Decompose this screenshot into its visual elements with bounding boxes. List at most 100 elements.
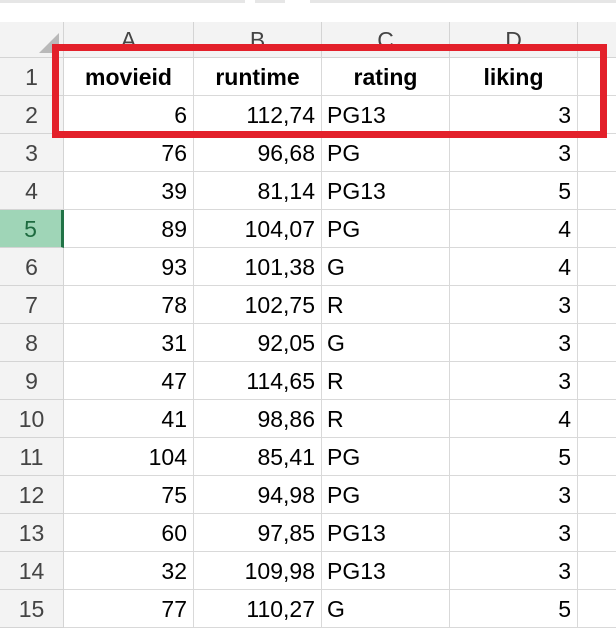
cell-A7[interactable]: 78 xyxy=(64,286,194,324)
row-header-15[interactable]: 15 xyxy=(0,590,64,628)
row-header-11[interactable]: 11 xyxy=(0,438,64,476)
cell-empty[interactable] xyxy=(578,514,616,552)
cell-A9[interactable]: 47 xyxy=(64,362,194,400)
cell-empty[interactable] xyxy=(578,590,616,628)
cell-empty[interactable] xyxy=(578,552,616,590)
cell-C3[interactable]: PG xyxy=(322,134,450,172)
column-header-B[interactable]: B xyxy=(194,22,322,58)
cell-B8[interactable]: 92,05 xyxy=(194,324,322,362)
cell-B13[interactable]: 97,85 xyxy=(194,514,322,552)
cell-C12[interactable]: PG xyxy=(322,476,450,514)
cell-B15[interactable]: 110,27 xyxy=(194,590,322,628)
row-header-3[interactable]: 3 xyxy=(0,134,64,172)
cell-D8[interactable]: 3 xyxy=(450,324,578,362)
cell-C8[interactable]: G xyxy=(322,324,450,362)
cell-D12[interactable]: 3 xyxy=(450,476,578,514)
row-header-13[interactable]: 13 xyxy=(0,514,64,552)
row-header-1[interactable]: 1 xyxy=(0,58,64,96)
cell-B12[interactable]: 94,98 xyxy=(194,476,322,514)
cell-A11[interactable]: 104 xyxy=(64,438,194,476)
cell-C5[interactable]: PG xyxy=(322,210,450,248)
cell-empty[interactable] xyxy=(578,134,616,172)
cell-D5[interactable]: 4 xyxy=(450,210,578,248)
cell-empty[interactable] xyxy=(578,210,616,248)
row-header-6[interactable]: 6 xyxy=(0,248,64,286)
cell-empty[interactable] xyxy=(578,248,616,286)
cell-empty[interactable] xyxy=(578,438,616,476)
cell-B6[interactable]: 101,38 xyxy=(194,248,322,286)
row-header-2[interactable]: 2 xyxy=(0,96,64,134)
cell-A12[interactable]: 75 xyxy=(64,476,194,514)
header-cell-rating[interactable]: rating xyxy=(322,58,450,96)
row-header-5[interactable]: 5 xyxy=(0,210,64,248)
cell-D10[interactable]: 4 xyxy=(450,400,578,438)
cell-empty[interactable] xyxy=(578,400,616,438)
cell-B10[interactable]: 98,86 xyxy=(194,400,322,438)
row-header-14[interactable]: 14 xyxy=(0,552,64,590)
column-header-D[interactable]: D xyxy=(450,22,578,58)
cell-D9[interactable]: 3 xyxy=(450,362,578,400)
cell-B2[interactable]: 112,74 xyxy=(194,96,322,134)
cell-C15[interactable]: G xyxy=(322,590,450,628)
cell-B7[interactable]: 102,75 xyxy=(194,286,322,324)
toolbar-segment xyxy=(255,0,285,3)
cell-C9[interactable]: R xyxy=(322,362,450,400)
cell-C13[interactable]: PG13 xyxy=(322,514,450,552)
cell-D11[interactable]: 5 xyxy=(450,438,578,476)
cell-D15[interactable]: 5 xyxy=(450,590,578,628)
cell-empty[interactable] xyxy=(578,324,616,362)
row-header-8[interactable]: 8 xyxy=(0,324,64,362)
cell-A6[interactable]: 93 xyxy=(64,248,194,286)
column-header-C[interactable]: C xyxy=(322,22,450,58)
row-header-7[interactable]: 7 xyxy=(0,286,64,324)
cell-B4[interactable]: 81,14 xyxy=(194,172,322,210)
cell-A10[interactable]: 41 xyxy=(64,400,194,438)
cell-C11[interactable]: PG xyxy=(322,438,450,476)
cell-C14[interactable]: PG13 xyxy=(322,552,450,590)
cell-A2[interactable]: 6 xyxy=(64,96,194,134)
select-all-corner[interactable] xyxy=(0,22,64,58)
select-all-triangle-icon xyxy=(39,33,59,53)
cell-C2[interactable]: PG13 xyxy=(322,96,450,134)
cell-C6[interactable]: G xyxy=(322,248,450,286)
cell-A13[interactable]: 60 xyxy=(64,514,194,552)
cell-empty[interactable] xyxy=(578,476,616,514)
row-header-12[interactable]: 12 xyxy=(0,476,64,514)
cell-D6[interactable]: 4 xyxy=(450,248,578,286)
cell-empty[interactable] xyxy=(578,58,616,96)
cell-empty[interactable] xyxy=(578,286,616,324)
cell-D14[interactable]: 3 xyxy=(450,552,578,590)
column-header-next[interactable] xyxy=(578,22,616,58)
cell-C10[interactable]: R xyxy=(322,400,450,438)
cell-C7[interactable]: R xyxy=(322,286,450,324)
cell-A15[interactable]: 77 xyxy=(64,590,194,628)
toolbar-strip xyxy=(0,0,616,22)
cell-C4[interactable]: PG13 xyxy=(322,172,450,210)
cell-D4[interactable]: 5 xyxy=(450,172,578,210)
cell-A3[interactable]: 76 xyxy=(64,134,194,172)
cell-A14[interactable]: 32 xyxy=(64,552,194,590)
cell-A5[interactable]: 89 xyxy=(64,210,194,248)
cell-A4[interactable]: 39 xyxy=(64,172,194,210)
row-header-4[interactable]: 4 xyxy=(0,172,64,210)
cell-B5[interactable]: 104,07 xyxy=(194,210,322,248)
cell-D2[interactable]: 3 xyxy=(450,96,578,134)
row-header-9[interactable]: 9 xyxy=(0,362,64,400)
header-cell-movieid[interactable]: movieid xyxy=(64,58,194,96)
header-cell-liking[interactable]: liking xyxy=(450,58,578,96)
row-header-10[interactable]: 10 xyxy=(0,400,64,438)
cell-D7[interactable]: 3 xyxy=(450,286,578,324)
toolbar-segment xyxy=(310,0,616,3)
cell-D13[interactable]: 3 xyxy=(450,514,578,552)
cell-B14[interactable]: 109,98 xyxy=(194,552,322,590)
cell-D3[interactable]: 3 xyxy=(450,134,578,172)
column-header-A[interactable]: A xyxy=(64,22,194,58)
cell-empty[interactable] xyxy=(578,362,616,400)
cell-B3[interactable]: 96,68 xyxy=(194,134,322,172)
cell-empty[interactable] xyxy=(578,96,616,134)
header-cell-runtime[interactable]: runtime xyxy=(194,58,322,96)
cell-empty[interactable] xyxy=(578,172,616,210)
cell-B11[interactable]: 85,41 xyxy=(194,438,322,476)
cell-B9[interactable]: 114,65 xyxy=(194,362,322,400)
cell-A8[interactable]: 31 xyxy=(64,324,194,362)
